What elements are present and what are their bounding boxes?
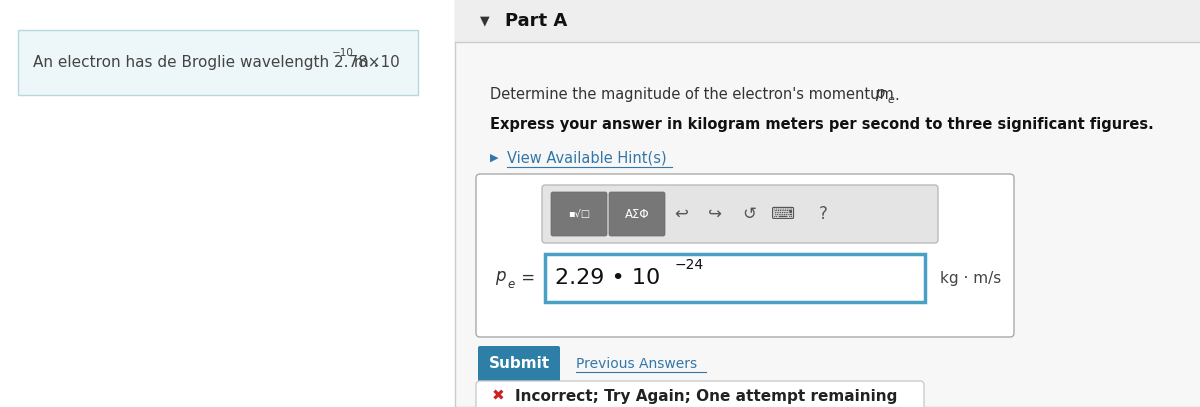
FancyBboxPatch shape: [478, 346, 560, 382]
FancyBboxPatch shape: [455, 0, 1200, 407]
Text: ✖: ✖: [492, 389, 504, 403]
Text: $p$: $p$: [496, 269, 506, 287]
Text: Express your answer in kilogram meters per second to three significant figures.: Express your answer in kilogram meters p…: [490, 118, 1153, 133]
Text: ⌨: ⌨: [772, 205, 796, 223]
Text: View Available Hint(s): View Available Hint(s): [508, 151, 667, 166]
Text: ▼: ▼: [480, 15, 490, 28]
Text: ↩: ↩: [674, 205, 688, 223]
FancyBboxPatch shape: [18, 30, 418, 95]
Text: Previous Answers: Previous Answers: [576, 357, 697, 371]
Text: ↪: ↪: [708, 205, 722, 223]
Text: kg · m/s: kg · m/s: [940, 271, 1001, 285]
Text: −10: −10: [332, 48, 354, 59]
Text: Part A: Part A: [505, 12, 568, 30]
FancyBboxPatch shape: [610, 192, 665, 236]
Text: .: .: [894, 88, 899, 103]
FancyBboxPatch shape: [551, 192, 607, 236]
Text: ▶: ▶: [490, 153, 498, 163]
Text: =: =: [516, 269, 535, 287]
FancyBboxPatch shape: [542, 185, 938, 243]
Text: e: e: [508, 278, 515, 291]
Text: 2.29 • 10: 2.29 • 10: [554, 268, 660, 288]
Text: Submit: Submit: [488, 357, 550, 372]
Text: Incorrect; Try Again; One attempt remaining: Incorrect; Try Again; One attempt remain…: [515, 389, 898, 403]
FancyBboxPatch shape: [545, 254, 925, 302]
Text: An electron has de Broglie wavelength 2.78×10: An electron has de Broglie wavelength 2.…: [34, 55, 400, 70]
FancyBboxPatch shape: [476, 174, 1014, 337]
Text: e: e: [887, 95, 894, 105]
Text: m .: m .: [349, 55, 378, 70]
Text: $p$: $p$: [875, 87, 886, 103]
Text: ΑΣΦ: ΑΣΦ: [625, 208, 649, 221]
FancyBboxPatch shape: [455, 0, 1200, 42]
FancyBboxPatch shape: [476, 381, 924, 407]
Text: Determine the magnitude of the electron's momentum: Determine the magnitude of the electron'…: [490, 88, 899, 103]
Text: ↺: ↺: [742, 205, 756, 223]
Text: −24: −24: [674, 258, 704, 272]
Text: ?: ?: [818, 205, 828, 223]
Text: ▪√□: ▪√□: [568, 209, 590, 219]
